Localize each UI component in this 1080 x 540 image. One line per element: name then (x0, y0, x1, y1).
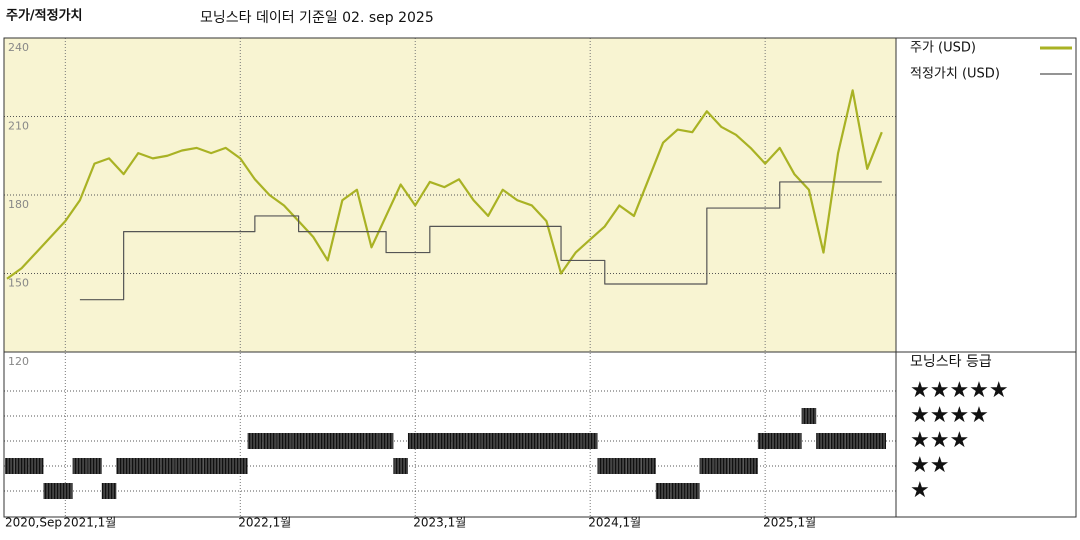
rating-bar (816, 433, 831, 449)
rating-bar (714, 458, 729, 474)
rating-bar (232, 458, 248, 474)
rating-bar (87, 458, 102, 474)
legend-label: 주가 (USD) (910, 41, 976, 56)
rating-bar (364, 433, 379, 449)
rating-bar (422, 433, 438, 449)
y-tick-label: 240 (8, 41, 29, 54)
rating-bar (728, 458, 744, 474)
rating-bar (43, 483, 59, 499)
frame (3, 37, 1077, 518)
rating-bar (437, 433, 452, 449)
rating-bar (160, 458, 175, 474)
rating-bar (655, 483, 671, 499)
rating-level-label: ★★★ (910, 428, 969, 453)
rating-bar (5, 458, 15, 474)
rating-bar (787, 433, 802, 449)
rating-bar (451, 433, 467, 449)
rating-bar (218, 458, 233, 474)
marks (5, 89, 886, 499)
rating-bar (495, 433, 511, 449)
y-tick-label: 150 (8, 277, 29, 290)
rating-bar (830, 433, 846, 449)
x-tick-label: 2024,1월 (588, 516, 641, 530)
rating-bar (743, 458, 758, 474)
rating-bar (801, 408, 817, 424)
rating-bar (247, 433, 263, 449)
series-line (79, 181, 882, 301)
rating-bar (684, 483, 700, 499)
rating-bar (757, 433, 773, 449)
rating-bar (72, 458, 88, 474)
rating-bar (626, 458, 642, 474)
series-line (6, 89, 883, 280)
rating-level-label: ★★ (910, 453, 949, 478)
rating-bar (874, 433, 886, 449)
rating-bar (145, 458, 161, 474)
x-tick-label: 2021,1월 (63, 516, 116, 530)
x-tick-label: 2023,1월 (413, 516, 466, 530)
chart-title: 주가/적정가치 (6, 8, 83, 24)
x-tick-label: 2022,1월 (238, 516, 291, 530)
rating-level-label: ★★★★★ (910, 378, 1009, 403)
rating-bar (568, 433, 583, 449)
rating-bar (349, 433, 365, 449)
rating-bar (378, 433, 394, 449)
rating-bar (597, 458, 613, 474)
rating-bar (262, 433, 277, 449)
ratings-title: 모닝스타 등급 (910, 354, 992, 370)
rating-bar (335, 433, 350, 449)
rating-bar (699, 458, 715, 474)
rating-bar (510, 433, 525, 449)
y-tick-label: 210 (8, 120, 29, 133)
rating-level-label: ★ (910, 478, 930, 503)
y-tick-label: 120 (8, 355, 29, 368)
rating-bar (276, 433, 292, 449)
rating-bar (480, 433, 496, 449)
rating-bar (641, 458, 656, 474)
rating-bar (553, 433, 569, 449)
rating-bar (174, 458, 190, 474)
rating-bar (28, 458, 44, 474)
rating-bar (539, 433, 554, 449)
legend-label: 적정가치 (USD) (910, 67, 1000, 82)
rating-bar (524, 433, 540, 449)
rating-bar (291, 433, 306, 449)
rating-bar (116, 458, 131, 474)
rating-bar (772, 433, 788, 449)
rating-bar (189, 458, 204, 474)
rating-bar (101, 483, 117, 499)
rating-bar (130, 458, 146, 474)
rating-bar (14, 458, 29, 474)
x-tick-label: 2025,1월 (763, 516, 816, 530)
rating-bar (320, 433, 336, 449)
chart-subtitle: 모닝스타 데이터 기준일 02. sep 2025 (200, 10, 434, 26)
rating-bar (859, 433, 875, 449)
rating-bar (670, 483, 685, 499)
rating-bar (58, 483, 73, 499)
rating-bar (612, 458, 627, 474)
rating-bar (203, 458, 219, 474)
rating-level-label: ★★★★ (910, 403, 989, 428)
rating-bar (407, 433, 423, 449)
rating-bar (582, 433, 598, 449)
rating-bar (845, 433, 860, 449)
x-tick-label: 2020,Sep (5, 516, 62, 530)
y-tick-label: 180 (8, 198, 29, 211)
rating-bar (466, 433, 481, 449)
plot-background (4, 38, 896, 352)
rating-bar (305, 433, 321, 449)
rating-bar (393, 458, 408, 474)
